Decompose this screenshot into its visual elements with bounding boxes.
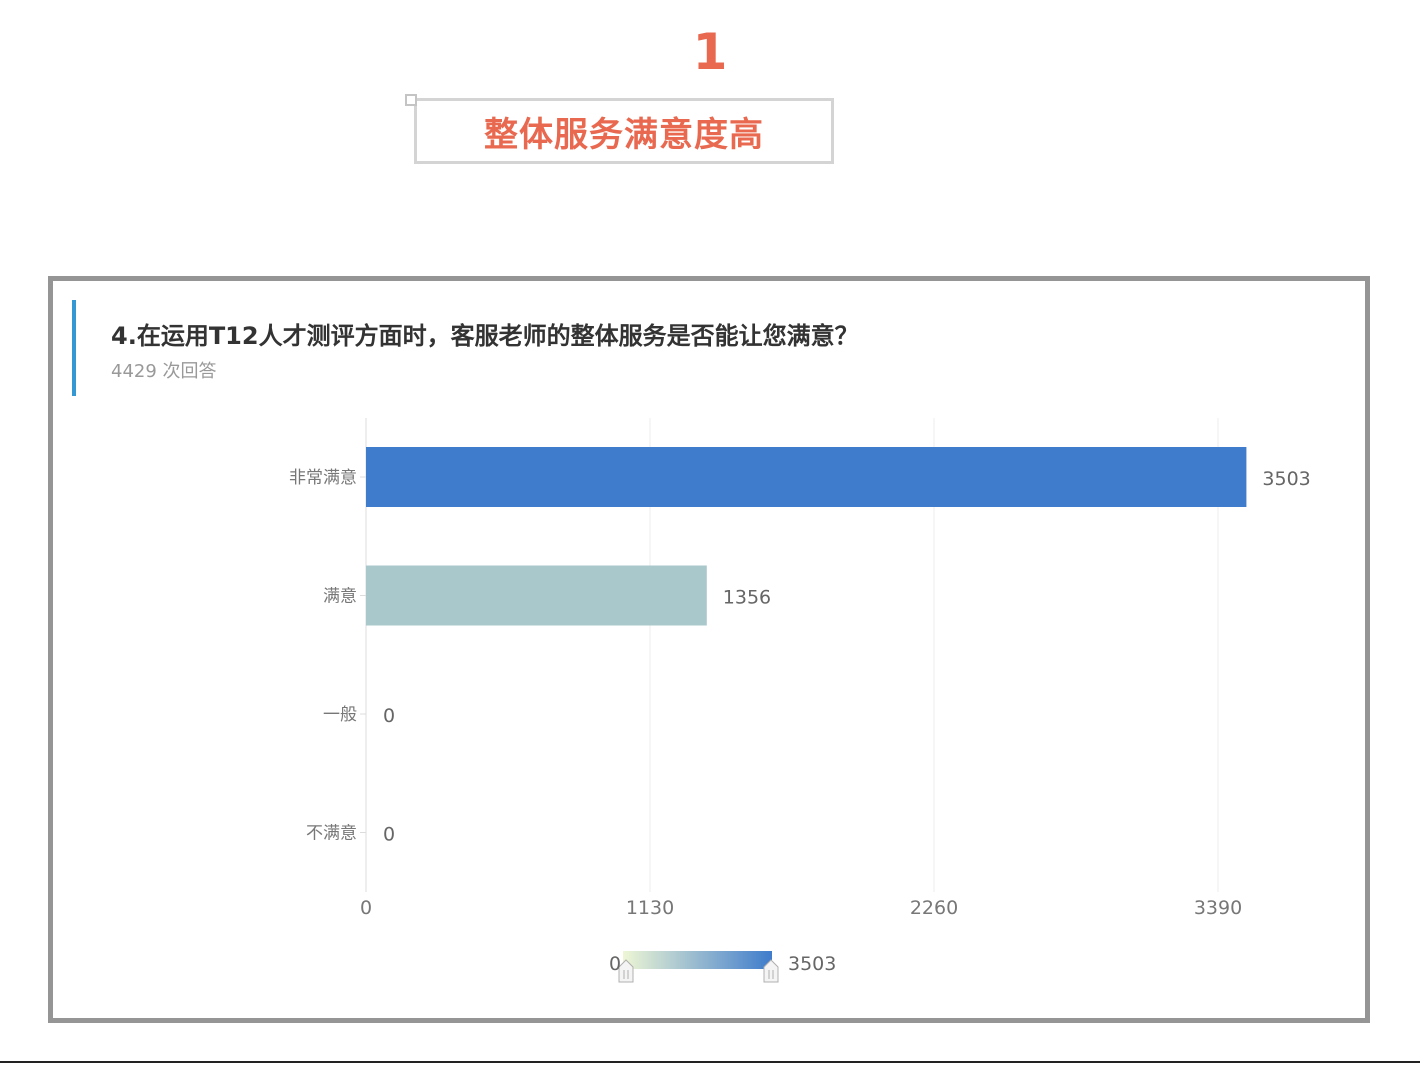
title-box-corner-decoration bbox=[405, 94, 417, 106]
bar-value-label: 0 bbox=[383, 824, 395, 846]
bar-value-label: 1356 bbox=[723, 587, 771, 609]
x-tick-label: 3390 bbox=[1194, 897, 1242, 919]
bar-value-label: 3503 bbox=[1262, 468, 1310, 490]
question-card bbox=[48, 276, 1370, 1023]
x-tick-label: 1130 bbox=[626, 897, 674, 919]
visual-map-handle bbox=[763, 959, 779, 983]
visual-map-legend: 0 3503 bbox=[609, 951, 836, 983]
section-number: 1 bbox=[692, 23, 728, 81]
visual-map-max-label: 3503 bbox=[788, 953, 836, 975]
bar bbox=[366, 565, 707, 626]
visual-map-min-label: 0 bbox=[609, 953, 621, 975]
x-tick-label: 0 bbox=[360, 897, 372, 919]
visual-map-handle bbox=[618, 959, 634, 983]
section-title-box: 整体服务满意度高 bbox=[414, 98, 834, 164]
category-label: 非常满意 bbox=[289, 468, 357, 488]
category-label: 满意 bbox=[323, 587, 357, 607]
visual-map-gradient bbox=[623, 951, 772, 969]
bar bbox=[366, 447, 1247, 507]
section-title: 整体服务满意度高 bbox=[484, 114, 764, 155]
x-tick-label: 2260 bbox=[910, 897, 958, 919]
question-title: 4.在运用T12人才测评方面时，客服老师的整体服务是否能让您满意？ bbox=[111, 322, 859, 350]
category-label: 一般 bbox=[323, 705, 357, 725]
chart-labels: 非常满意 3503 满意 1356 一般 0 不满意 0 bbox=[289, 468, 1311, 846]
category-label: 不满意 bbox=[306, 824, 357, 844]
question-accent-bar bbox=[72, 300, 76, 396]
chart-x-ticks: 0 1130 2260 3390 bbox=[360, 897, 1242, 919]
bottom-divider bbox=[0, 1061, 1420, 1063]
bar-value-label: 0 bbox=[383, 705, 395, 727]
response-count: 4429 次回答 bbox=[111, 361, 217, 382]
chart-bars bbox=[366, 447, 1247, 626]
